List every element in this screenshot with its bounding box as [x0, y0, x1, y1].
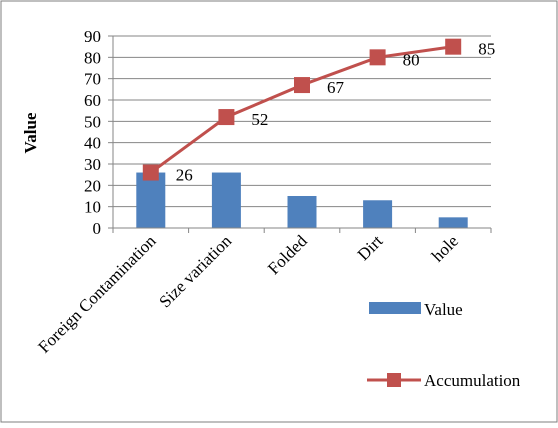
legend-accumulation-label: Accumulation	[424, 371, 521, 390]
legend-value-swatch	[369, 302, 421, 314]
data-label: 26	[176, 166, 193, 185]
legend-value-label: Value	[424, 300, 463, 319]
y-tick-label: 20	[84, 176, 101, 195]
bar	[211, 172, 241, 228]
accumulation-marker	[294, 77, 310, 94]
bar	[438, 217, 468, 228]
y-tick-label: 80	[84, 48, 101, 67]
bar	[136, 172, 166, 228]
y-tick-label: 70	[84, 70, 101, 89]
y-tick-label: 10	[84, 198, 101, 217]
y-tick-label: 50	[84, 112, 101, 131]
data-label: 85	[478, 40, 495, 59]
data-label: 80	[403, 50, 420, 69]
accumulation-marker	[142, 164, 159, 181]
y-tick-label: 30	[84, 155, 101, 174]
data-label: 67	[327, 78, 345, 97]
bar	[363, 200, 393, 228]
y-axis-title: Value	[21, 112, 40, 153]
bar	[287, 196, 317, 228]
y-tick-label: 0	[93, 219, 102, 238]
legend: Value Accumulation	[367, 300, 521, 390]
accumulation-marker	[369, 49, 386, 66]
legend-accumulation-marker	[387, 373, 401, 387]
accumulation-marker	[445, 38, 462, 55]
y-tick-label: 90	[84, 27, 101, 46]
accumulation-marker	[218, 109, 235, 126]
y-tick-label: 60	[84, 91, 101, 110]
data-label: 52	[251, 110, 268, 129]
y-tick-label: 40	[84, 134, 101, 153]
